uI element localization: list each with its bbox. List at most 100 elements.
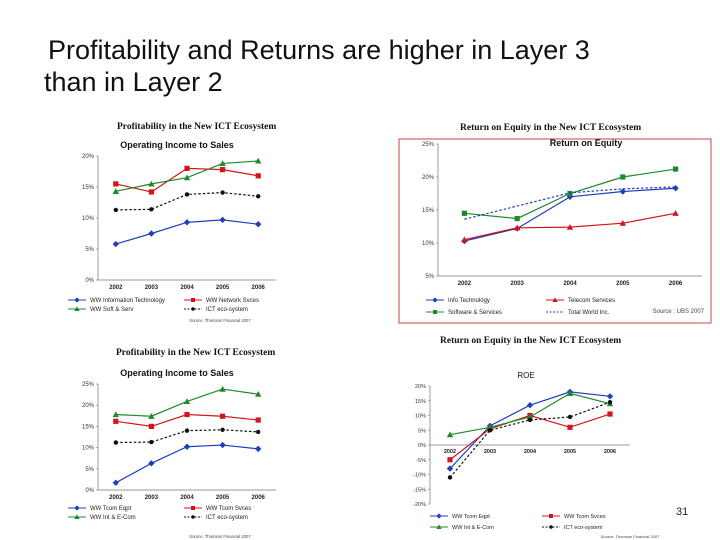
figure-title: Return on Equity in the New ICT Ecosyste… xyxy=(460,123,642,133)
series-ww-tcom-svces xyxy=(113,411,261,429)
data-point xyxy=(461,236,468,243)
data-point xyxy=(113,440,119,445)
y-tick-label: 5% xyxy=(85,467,94,473)
data-point xyxy=(112,479,119,486)
data-point xyxy=(436,524,442,529)
data-point xyxy=(446,465,454,472)
y-tick-label: 20% xyxy=(82,403,95,409)
data-point xyxy=(113,418,119,424)
legend-label: WW Tcom Eqpt xyxy=(452,514,490,520)
chart-panel-operating-income-layer2: Profitability in the New ICT Ecosystem O… xyxy=(60,120,310,326)
legend-label: WW Int & E-Com xyxy=(452,525,494,531)
slide-title-line-1: Profitability and Returns are higher in … xyxy=(48,35,590,65)
x-tick-label: 2006 xyxy=(252,495,266,501)
series-ww-network-svces xyxy=(113,165,261,195)
slide-title: Profitability and Returns are higher in … xyxy=(44,34,704,98)
x-tick-label: 2003 xyxy=(511,281,525,287)
series-software-services xyxy=(461,166,679,222)
legend-label: WW Int & E-Com xyxy=(90,515,136,521)
data-point xyxy=(549,525,553,529)
data-point xyxy=(184,411,190,418)
y-tick-label: 15% xyxy=(422,208,435,214)
data-point xyxy=(149,439,154,445)
series-total-world-inc xyxy=(464,186,676,220)
data-point xyxy=(514,224,521,231)
chart-frame xyxy=(398,138,712,324)
data-point xyxy=(220,167,226,173)
legend-label: ICT eco-system xyxy=(206,515,248,521)
data-point xyxy=(113,207,119,213)
data-point xyxy=(432,297,438,303)
data-point xyxy=(74,505,80,511)
data-point xyxy=(74,514,80,519)
page-number: 31 xyxy=(676,506,689,518)
data-point xyxy=(191,506,195,510)
data-point xyxy=(255,173,261,179)
data-point xyxy=(567,424,573,430)
chart-title: Operating Income to Sales xyxy=(120,140,234,150)
chart-svg: Operating Income to Sales 0% 5% 10% 15% 20% 25… xyxy=(68,368,276,539)
y-tick-label: -10% xyxy=(413,473,426,479)
series-ww-int-e-com xyxy=(446,390,614,438)
x-tick-label: 2002 xyxy=(458,281,472,287)
x-tick-label: 2006 xyxy=(252,285,266,291)
legend-label: WW Information Technology xyxy=(90,298,165,304)
y-tick-label: -20% xyxy=(413,502,426,508)
source-note: Source: Thomson Financial 2007 xyxy=(189,318,251,323)
data-point xyxy=(191,515,195,519)
legend-label: ICT eco-system xyxy=(564,525,603,531)
figure-title: Return on Equity in the New ICT Ecosyste… xyxy=(440,336,622,346)
chart-svg: Operating Income to Sales 0% 5% 10% 15% 20% 20… xyxy=(68,140,276,323)
legend-label: WW Tcom Eqpt xyxy=(90,506,132,512)
x-tick-label: 2002 xyxy=(109,495,123,501)
data-point xyxy=(619,220,626,226)
series-ww-int-e-com xyxy=(112,385,262,419)
x-tick-label: 2002 xyxy=(109,285,123,291)
data-point xyxy=(184,165,190,171)
series-line xyxy=(449,401,611,478)
data-point xyxy=(446,431,454,438)
data-point xyxy=(514,215,520,222)
data-point xyxy=(255,221,262,228)
chart-svg: ROE -20% -15% -10% -5% 0% 5% 10% 15% 20% 2002 2003 2… xyxy=(413,371,660,539)
figure-title: Profitability in the New ICT Ecosystem xyxy=(116,348,276,358)
series-ww-tcom-eqpt xyxy=(446,388,614,472)
legend: WW Tcom Eqpt WW Tcom Svces WW Int & E-Com I… xyxy=(430,513,606,531)
legend-label: Software & Services xyxy=(448,310,502,316)
x-tick-label: 2005 xyxy=(216,285,230,291)
data-point xyxy=(112,188,119,194)
data-point xyxy=(673,166,679,172)
data-point xyxy=(183,174,191,181)
y-tick-label: 10% xyxy=(82,446,95,452)
data-point xyxy=(220,413,226,419)
series-ww-information-technology xyxy=(112,216,262,248)
data-point xyxy=(436,513,442,519)
y-tick-label: 5% xyxy=(418,428,426,434)
data-point xyxy=(255,445,262,453)
data-point xyxy=(486,424,494,430)
data-point xyxy=(74,297,80,303)
data-point xyxy=(567,190,573,197)
legend-label: Telecom Services xyxy=(568,298,615,304)
data-point xyxy=(148,460,155,467)
x-tick-label: 2004 xyxy=(180,285,194,291)
y-tick-label: 10% xyxy=(415,414,426,420)
legend-label: WW Network Svces xyxy=(206,298,259,304)
x-tick-label: 2003 xyxy=(484,449,496,455)
y-tick-label: 20% xyxy=(82,154,95,160)
data-point xyxy=(219,385,226,392)
data-point xyxy=(606,393,614,400)
source-note: Source: Thomson Financial 2007 xyxy=(601,534,660,539)
data-point xyxy=(183,398,191,404)
y-tick-label: 0% xyxy=(85,278,94,284)
data-point xyxy=(527,417,533,423)
x-tick-label: 2002 xyxy=(444,449,456,455)
slide-title-line-2: than in Layer 2 xyxy=(44,67,223,97)
chart-svg: Return on Equity 5% 10% 15% 20% 25% 2002 2003 20… xyxy=(398,138,712,324)
data-point xyxy=(620,174,626,180)
data-point xyxy=(255,429,261,435)
chart-title: ROE xyxy=(517,371,534,380)
series-ict-eco-system xyxy=(447,400,613,480)
data-point xyxy=(549,514,553,518)
data-point xyxy=(183,219,191,226)
